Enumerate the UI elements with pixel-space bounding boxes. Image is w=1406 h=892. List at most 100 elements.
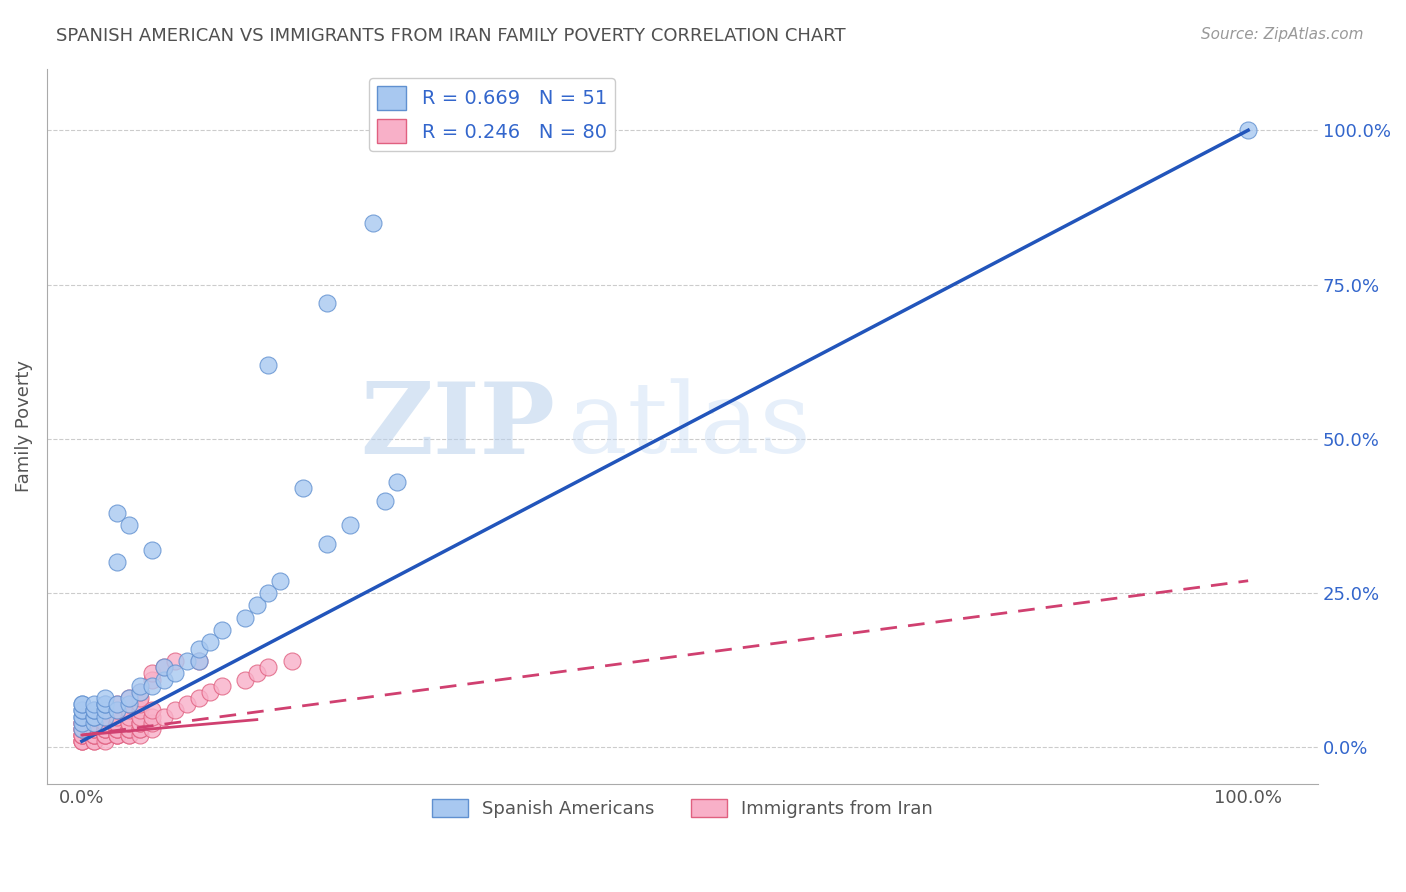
Point: [94, 722, 117, 736]
Point: [94, 697, 117, 711]
Point: [117, 709, 139, 723]
Point: [70, 697, 93, 711]
Point: [70, 728, 93, 742]
Point: [70, 715, 93, 730]
Point: [129, 722, 152, 736]
Point: [176, 697, 198, 711]
Point: [246, 599, 269, 613]
Point: [70, 734, 93, 748]
Point: [83, 728, 105, 742]
Point: [117, 697, 139, 711]
Point: [117, 691, 139, 706]
Point: [83, 734, 105, 748]
Point: [129, 697, 152, 711]
Point: [70, 722, 93, 736]
Point: [105, 728, 128, 742]
Point: [187, 654, 209, 668]
Point: [94, 722, 117, 736]
Point: [105, 697, 128, 711]
Point: [94, 728, 117, 742]
Point: [257, 660, 280, 674]
Point: [129, 722, 152, 736]
Point: [117, 691, 139, 706]
Point: [94, 703, 117, 717]
Point: [141, 715, 163, 730]
Point: [70, 715, 93, 730]
Point: [70, 722, 93, 736]
Point: [141, 542, 163, 557]
Point: [70, 709, 93, 723]
Text: Source: ZipAtlas.com: Source: ZipAtlas.com: [1201, 27, 1364, 42]
Point: [363, 216, 385, 230]
Point: [233, 673, 256, 687]
Y-axis label: Family Poverty: Family Poverty: [15, 360, 32, 492]
Point: [117, 518, 139, 533]
Point: [315, 537, 337, 551]
Point: [105, 728, 128, 742]
Text: ZIP: ZIP: [360, 378, 555, 475]
Point: [152, 709, 174, 723]
Point: [83, 715, 105, 730]
Point: [83, 715, 105, 730]
Point: [152, 660, 174, 674]
Point: [94, 709, 117, 723]
Point: [117, 728, 139, 742]
Point: [105, 722, 128, 736]
Point: [117, 715, 139, 730]
Point: [246, 666, 269, 681]
Point: [70, 728, 93, 742]
Point: [83, 734, 105, 748]
Point: [117, 715, 139, 730]
Point: [94, 715, 117, 730]
Point: [70, 734, 93, 748]
Point: [129, 685, 152, 699]
Point: [105, 722, 128, 736]
Point: [257, 358, 280, 372]
Point: [94, 691, 117, 706]
Point: [117, 728, 139, 742]
Point: [94, 728, 117, 742]
Point: [292, 481, 315, 495]
Point: [129, 728, 152, 742]
Point: [141, 709, 163, 723]
Point: [257, 586, 280, 600]
Point: [129, 685, 152, 699]
Point: [105, 722, 128, 736]
Point: [165, 703, 187, 717]
Point: [117, 703, 139, 717]
Point: [83, 722, 105, 736]
Point: [70, 734, 93, 748]
Point: [70, 703, 93, 717]
Point: [83, 709, 105, 723]
Point: [152, 673, 174, 687]
Point: [105, 555, 128, 569]
Point: [141, 673, 163, 687]
Point: [129, 691, 152, 706]
Point: [385, 475, 408, 489]
Point: [70, 722, 93, 736]
Point: [198, 685, 221, 699]
Point: [233, 611, 256, 625]
Point: [281, 654, 304, 668]
Point: [83, 703, 105, 717]
Point: [105, 709, 128, 723]
Point: [70, 697, 93, 711]
Point: [129, 715, 152, 730]
Point: [187, 654, 209, 668]
Point: [94, 734, 117, 748]
Text: atlas: atlas: [568, 378, 811, 475]
Point: [152, 660, 174, 674]
Text: SPANISH AMERICAN VS IMMIGRANTS FROM IRAN FAMILY POVERTY CORRELATION CHART: SPANISH AMERICAN VS IMMIGRANTS FROM IRAN…: [56, 27, 846, 45]
Point: [129, 715, 152, 730]
Point: [94, 697, 117, 711]
Point: [105, 506, 128, 520]
Point: [176, 654, 198, 668]
Point: [1237, 123, 1260, 137]
Point: [211, 623, 233, 637]
Point: [315, 296, 337, 310]
Point: [70, 728, 93, 742]
Point: [83, 715, 105, 730]
Point: [83, 728, 105, 742]
Legend: Spanish Americans, Immigrants from Iran: Spanish Americans, Immigrants from Iran: [425, 792, 941, 825]
Point: [374, 493, 396, 508]
